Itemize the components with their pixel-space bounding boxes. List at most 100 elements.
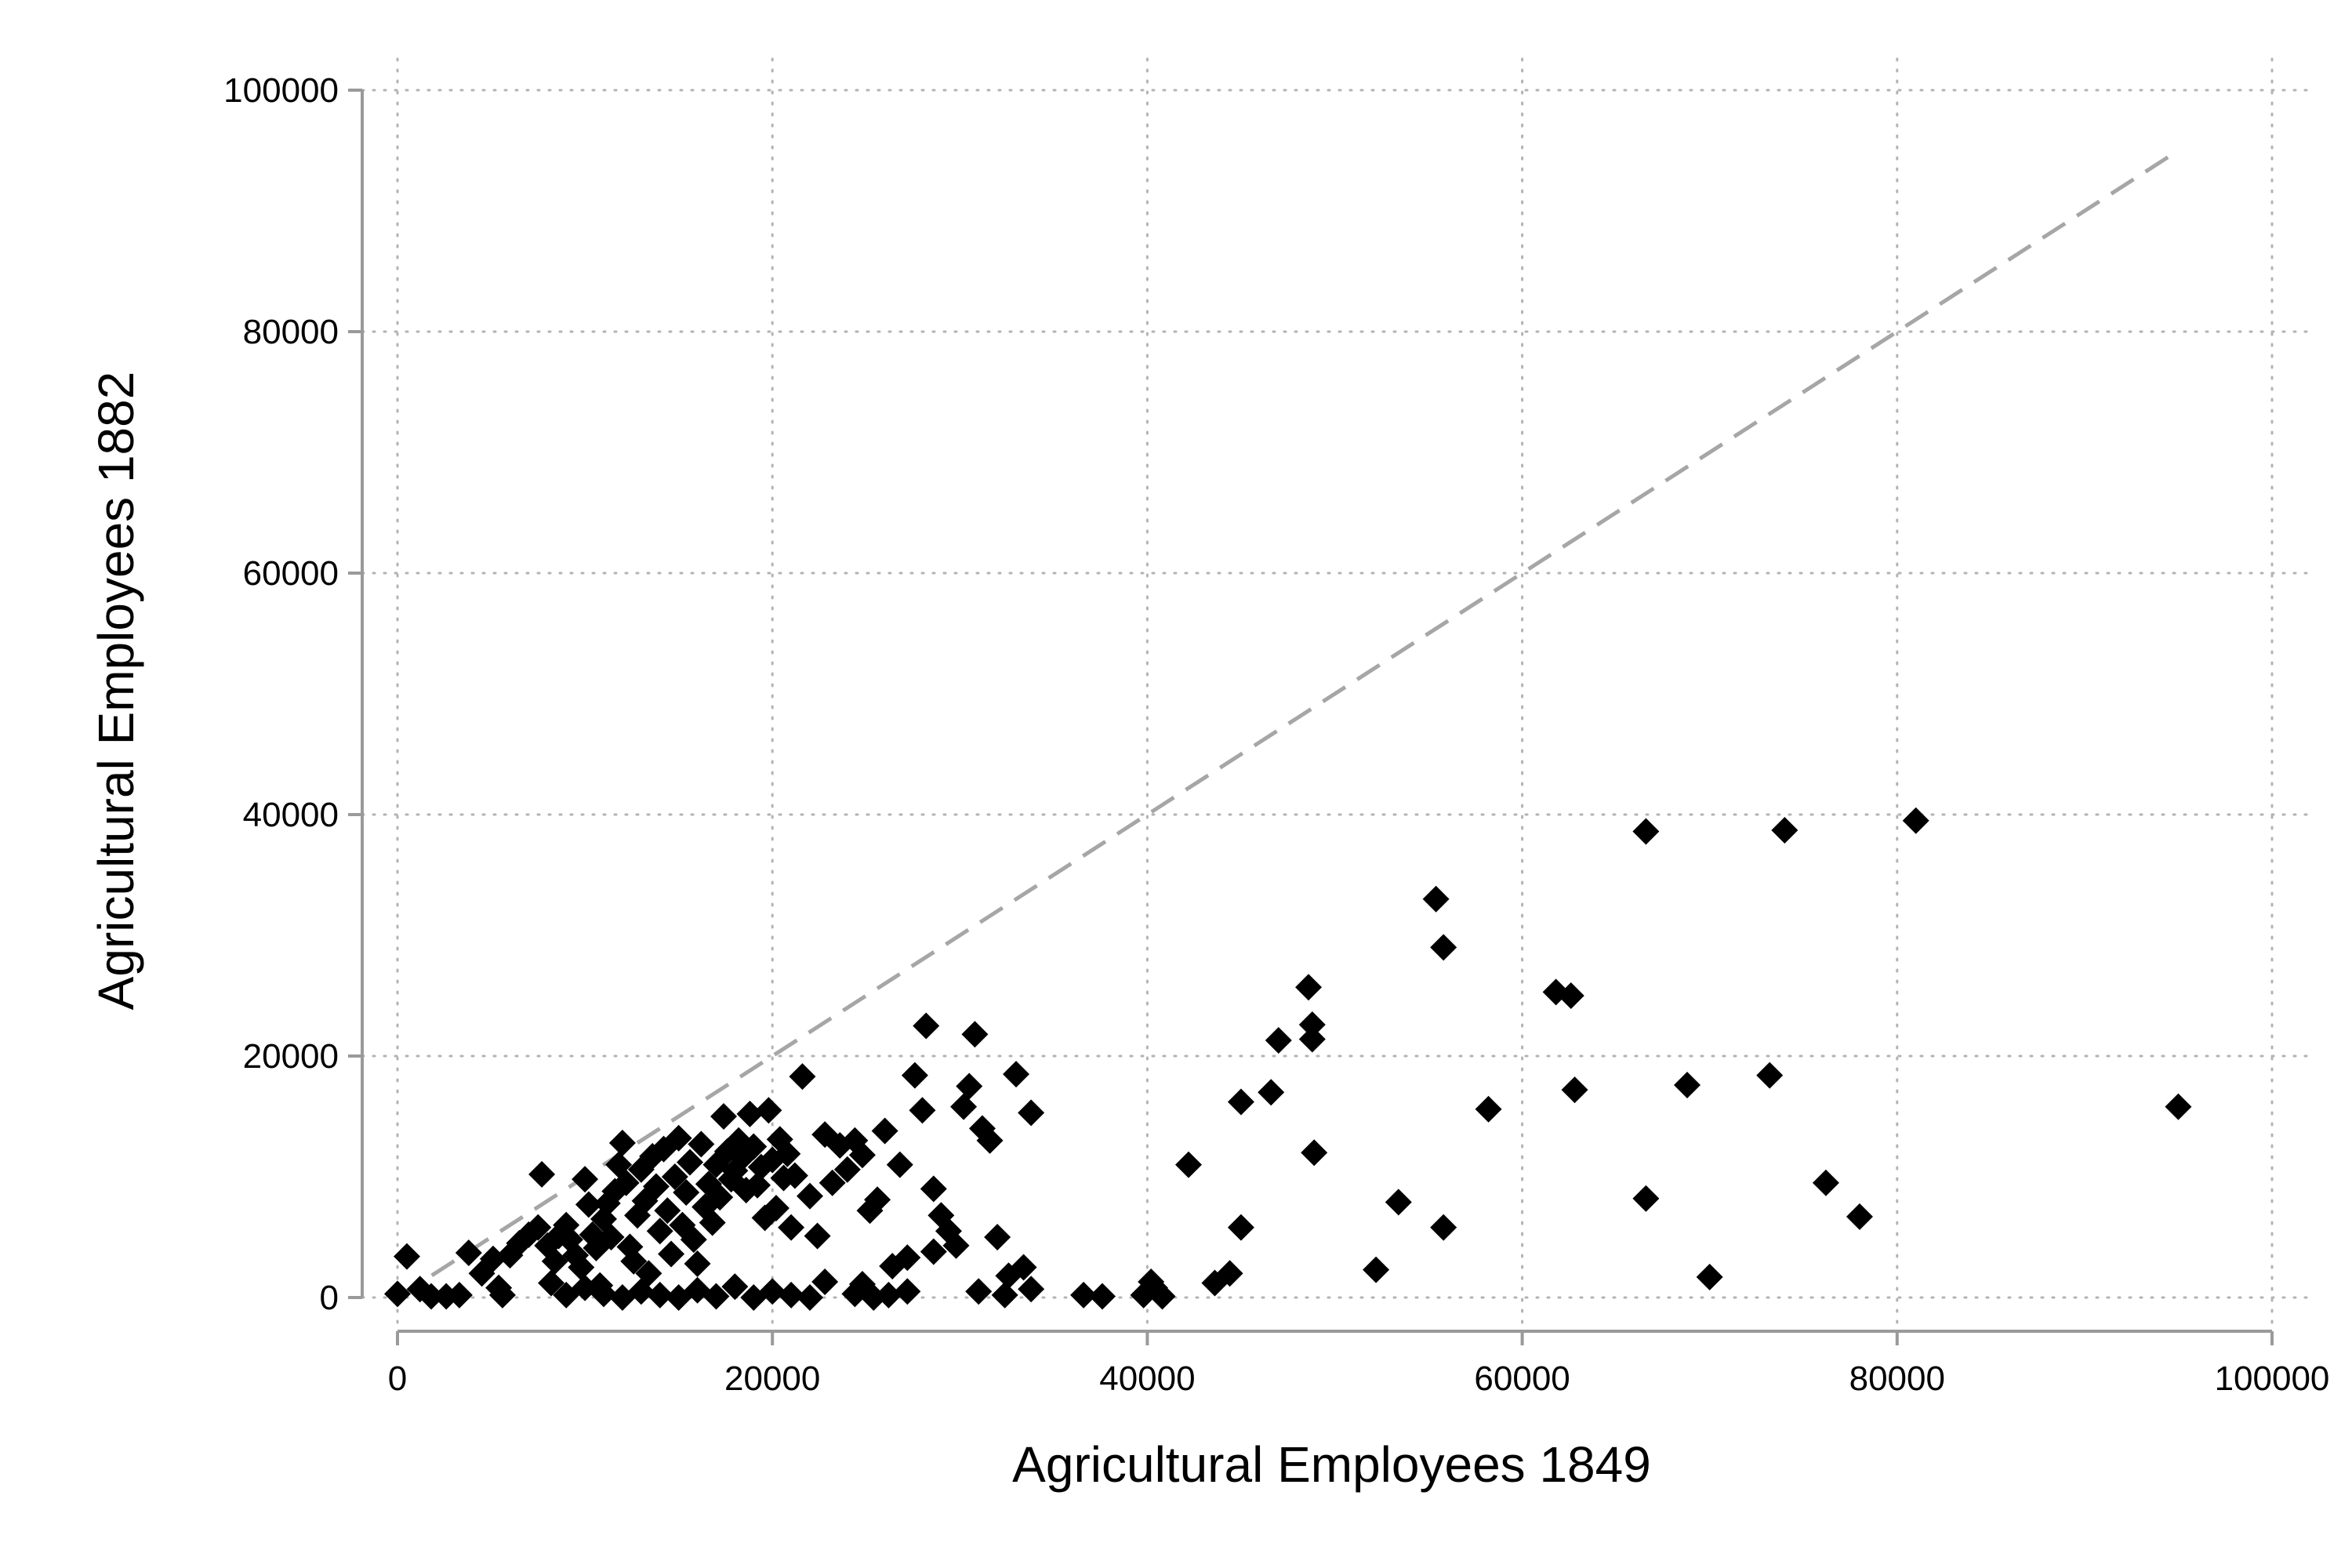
data-point [1265,1026,1292,1054]
data-point [572,1166,599,1193]
data-point [956,1073,983,1100]
x-tick-label: 80000 [1849,1359,1945,1398]
data-point [759,1278,786,1305]
data-point [1258,1079,1285,1106]
data-point [1010,1254,1037,1281]
data-point [2165,1093,2192,1120]
data-point [699,1209,726,1236]
data-points [384,807,2192,1311]
data-point [894,1244,921,1272]
y-tick-label: 40000 [243,796,339,834]
x-tick-label: 60000 [1474,1359,1570,1398]
data-point [1149,1283,1176,1310]
data-point [920,1175,947,1203]
data-point [710,1103,738,1130]
data-point [920,1238,947,1265]
data-point [1089,1283,1116,1310]
data-point [680,1226,707,1254]
data-point [1216,1260,1243,1287]
data-point [608,1129,636,1156]
data-point [688,1131,715,1158]
data-point [455,1240,482,1267]
data-point [797,1182,824,1210]
data-point [684,1250,711,1277]
data-point [804,1222,831,1250]
y-tick-label: 80000 [243,313,339,351]
data-point [1385,1189,1412,1216]
data-point [871,1117,898,1145]
data-point [774,1140,801,1167]
y-tick-label: 20000 [243,1037,339,1076]
data-point [1298,1011,1326,1038]
data-point [620,1247,648,1275]
data-point [755,1097,782,1124]
tick-marks: 0 20000 40000 60000 80000 100000 0 20000 40000 60… [223,71,2329,1398]
data-point [1070,1281,1098,1308]
data-point [1902,807,1929,834]
data-point [646,1281,673,1308]
y-axis-title: Agricultural Employees 1882 [88,372,144,1011]
data-point [894,1278,921,1305]
data-point [445,1281,473,1308]
data-point [1003,1061,1030,1088]
gridlines [361,57,2309,1333]
data-point [1632,818,1660,845]
data-point [740,1133,768,1160]
data-point [886,1151,913,1178]
data-point [627,1278,655,1305]
data-point [646,1218,673,1245]
data-point [1561,1076,1588,1104]
data-point [833,1156,861,1183]
data-point [778,1281,805,1308]
data-point [393,1243,420,1270]
data-point [1422,885,1450,913]
data-point [528,1160,556,1188]
x-axis-title: Agricultural Employees 1849 [1012,1436,1651,1493]
data-point [864,1186,891,1214]
data-point [1227,1214,1254,1241]
y-tick-label: 60000 [243,554,339,593]
axes [361,90,2272,1333]
data-point [942,1232,970,1259]
data-point [950,1093,978,1120]
data-point [1756,1062,1784,1089]
data-point [541,1247,568,1275]
data-point [778,1214,805,1241]
data-point [384,1280,411,1308]
data-point [1227,1088,1254,1116]
data-point [702,1283,730,1310]
data-point [1696,1263,1723,1290]
data-point [811,1268,839,1295]
data-point [1475,1095,1502,1123]
reference-line [396,148,2180,1300]
data-point [665,1124,692,1152]
data-point [597,1224,625,1250]
data-point [575,1191,602,1218]
data-point [590,1280,618,1308]
data-point [1674,1071,1701,1098]
data-point [991,1281,1018,1308]
data-point [1557,982,1584,1009]
data-point [848,1142,876,1169]
data-point [1812,1169,1839,1196]
data-point [676,1149,703,1176]
data-point [1018,1099,1045,1127]
data-point [1363,1256,1390,1283]
data-point [1430,1214,1457,1241]
data-point [961,1021,989,1048]
data-point [1175,1151,1203,1178]
data-point [781,1162,808,1189]
data-point [524,1214,552,1241]
y-tick-label: 0 [320,1279,339,1317]
data-point [909,1097,936,1124]
x-tick-label: 20000 [724,1359,820,1398]
data-point [612,1169,640,1196]
data-point [797,1284,824,1311]
data-point [976,1127,1004,1154]
data-point [736,1100,764,1127]
data-point [875,1281,902,1308]
data-point [1632,1185,1660,1212]
data-point [1771,817,1798,844]
x-tick-label: 100000 [2215,1359,2330,1398]
